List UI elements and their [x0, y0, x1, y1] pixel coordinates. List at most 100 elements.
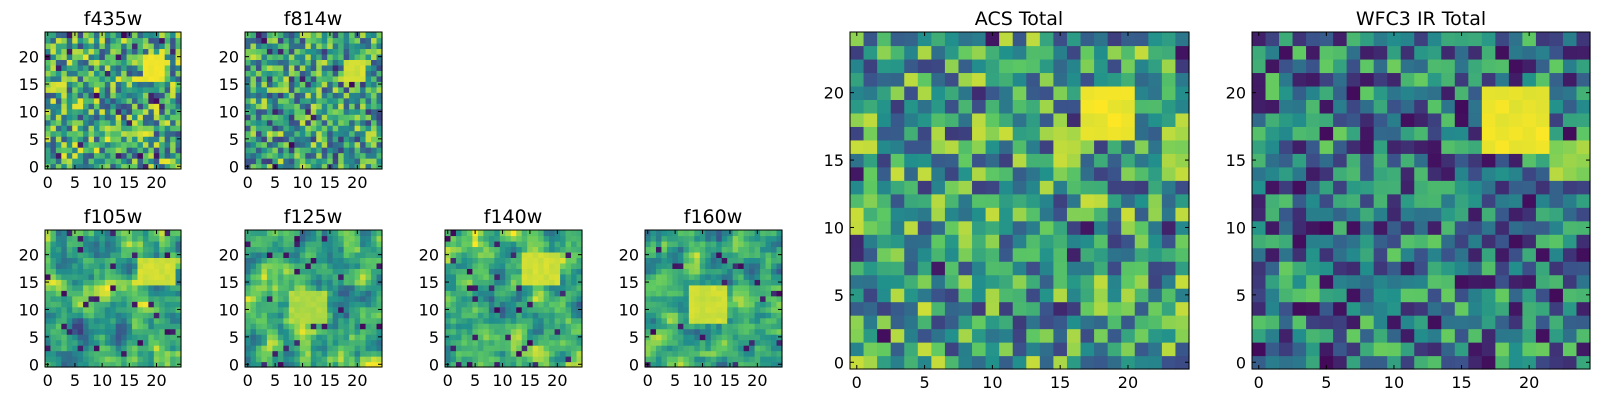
- heatmap-cell: [749, 301, 756, 308]
- heatmap-cell: [1279, 234, 1294, 249]
- heatmap-cell: [83, 53, 90, 60]
- heatmap-cell: [142, 108, 149, 115]
- heatmap-cell: [170, 130, 177, 137]
- heatmap-cell: [305, 295, 312, 302]
- heatmap-cell: [142, 64, 149, 71]
- heatmap-cell: [148, 251, 155, 258]
- heatmap-cell: [272, 235, 279, 242]
- x-tick-label: 20: [747, 371, 767, 390]
- heatmap-cell: [771, 262, 778, 269]
- heatmap-cell: [132, 59, 139, 66]
- heatmap-cell: [354, 158, 361, 165]
- heatmap-cell: [66, 328, 73, 335]
- heatmap-cell: [88, 301, 95, 308]
- heatmap-cell: [255, 284, 263, 291]
- heatmap-cell: [93, 323, 100, 330]
- heatmap-cell: [1373, 274, 1388, 289]
- heatmap-cell: [1373, 301, 1388, 316]
- heatmap-cell: [1265, 301, 1280, 316]
- heatmap-cell: [1148, 328, 1163, 343]
- heatmap-cell: [483, 323, 490, 330]
- heatmap-cell: [890, 274, 905, 289]
- heatmap-cell: [175, 32, 182, 39]
- heatmap-cell: [727, 284, 734, 291]
- heatmap-cell: [560, 306, 567, 313]
- heatmap-cell: [121, 64, 128, 71]
- heatmap-cell: [1319, 193, 1334, 208]
- heatmap-cell: [142, 251, 149, 258]
- heatmap-cell: [672, 240, 679, 248]
- heatmap-cell: [677, 356, 684, 363]
- heatmap-cell: [461, 334, 468, 341]
- heatmap-cell: [1012, 328, 1027, 343]
- heatmap-cell: [349, 350, 356, 357]
- heatmap-cell: [560, 328, 567, 335]
- heatmap-cell: [255, 97, 263, 104]
- heatmap-cell: [1562, 166, 1578, 181]
- heatmap-cell: [175, 339, 182, 346]
- heatmap-cell: [1265, 153, 1280, 168]
- heatmap-cell: [716, 251, 723, 258]
- heatmap-cell: [159, 323, 166, 330]
- heatmap-cell: [543, 240, 550, 248]
- heatmap-cell: [164, 103, 171, 110]
- heatmap-cell: [710, 268, 717, 275]
- heatmap-cell: [159, 279, 166, 286]
- heatmap-cell: [170, 158, 177, 165]
- heatmap-cell: [1400, 355, 1415, 370]
- heatmap-cell: [283, 339, 290, 346]
- heatmap-cell: [455, 273, 463, 280]
- heatmap-cell: [890, 99, 905, 114]
- heatmap-cell: [1094, 220, 1109, 235]
- heatmap-cell: [115, 152, 122, 159]
- heatmap-cell: [245, 240, 252, 248]
- heatmap-cell: [99, 262, 106, 269]
- heatmap-cell: [338, 81, 345, 88]
- heatmap-cell: [554, 312, 561, 319]
- heatmap-cell: [754, 262, 761, 269]
- heatmap-cell: [732, 273, 739, 280]
- heatmap-cell: [126, 147, 133, 154]
- heatmap-cell: [153, 81, 160, 88]
- heatmap-cell: [958, 72, 973, 87]
- heatmap-cell: [283, 312, 290, 319]
- heatmap-cell: [272, 240, 279, 248]
- heatmap-cell: [266, 152, 273, 159]
- heatmap-cell: [148, 152, 155, 159]
- heatmap-cell: [349, 147, 356, 154]
- heatmap-cell: [61, 53, 68, 60]
- heatmap-cell: [277, 339, 284, 346]
- heatmap-cell: [88, 323, 95, 330]
- heatmap-cell: [863, 126, 878, 141]
- heatmap-cell: [266, 301, 273, 308]
- heatmap-cell: [560, 312, 567, 319]
- heatmap-cell: [1026, 45, 1041, 60]
- heatmap-cell: [132, 103, 139, 110]
- heatmap-cell: [50, 350, 57, 357]
- heatmap-cell: [327, 81, 334, 88]
- heatmap-cell: [283, 334, 290, 341]
- heatmap-cell: [83, 42, 90, 50]
- heatmap-cell: [266, 268, 273, 275]
- heatmap-cell: [132, 251, 139, 258]
- heatmap-cell: [159, 163, 166, 170]
- heatmap-cell: [445, 257, 452, 264]
- heatmap-cell: [516, 306, 523, 313]
- heatmap-cell: [576, 273, 583, 280]
- heatmap-cell: [272, 53, 279, 60]
- heatmap-cell: [738, 235, 745, 242]
- heatmap-cell: [272, 59, 279, 66]
- heatmap-cell: [338, 306, 345, 313]
- heatmap-cell: [445, 273, 452, 280]
- heatmap-cell: [104, 158, 111, 165]
- heatmap-cell: [321, 273, 328, 280]
- heatmap-cell: [1481, 288, 1496, 303]
- heatmap-cell: [99, 345, 106, 352]
- heatmap-cell: [126, 86, 133, 93]
- heatmap-cell: [958, 315, 973, 330]
- heatmap-cell: [50, 86, 57, 93]
- heatmap-cell: [483, 328, 490, 335]
- heatmap-cell: [83, 75, 90, 82]
- x-tick-label: 10: [92, 371, 112, 390]
- heatmap-cell: [472, 235, 479, 242]
